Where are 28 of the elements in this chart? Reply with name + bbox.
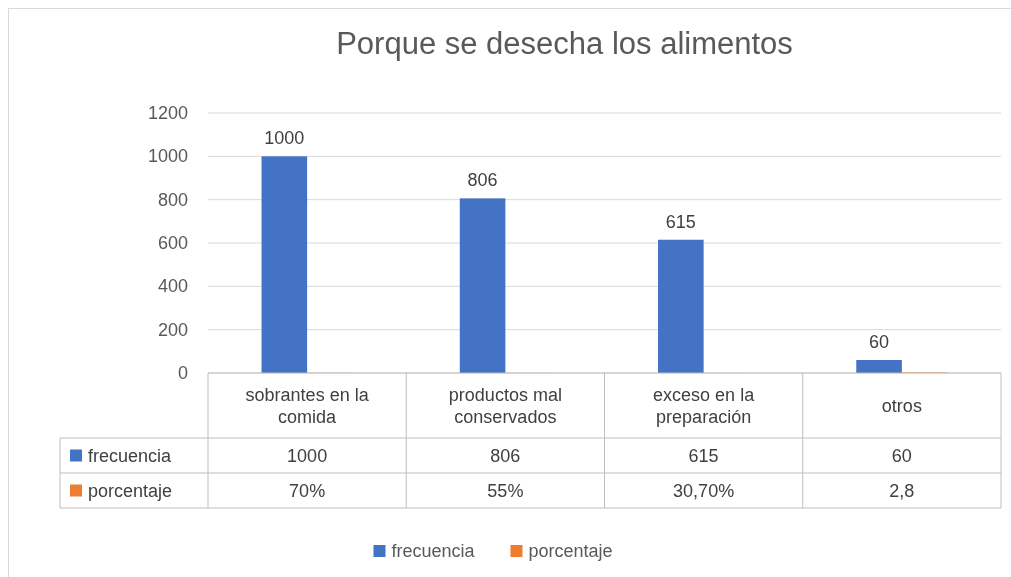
x-tick-label: exceso en la preparación (653, 384, 756, 427)
data-label: 60 (891, 445, 912, 466)
data-label: 2,8 (889, 480, 915, 501)
x-tick-label: productos mal conservados (448, 384, 562, 427)
data-label: 806 (490, 445, 521, 466)
y-tick-label: 0 (177, 363, 188, 383)
y-tick-label: 600 (157, 233, 188, 253)
chart-title: Porque se desecha los alimentos (336, 26, 793, 61)
text: 60 (869, 332, 890, 352)
x-tick-label: sobrantes en la comida (245, 384, 370, 427)
y-tick-label: 1200 (147, 103, 188, 123)
y-tick-label: 200 (157, 319, 188, 340)
text: porcentaje (88, 480, 173, 501)
legend-label: porcentaje (528, 541, 613, 561)
data-label: 70% (289, 480, 326, 501)
y-tick-label: 800 (157, 189, 188, 210)
data-label: 55% (487, 480, 524, 501)
data-label: 615 (688, 445, 719, 466)
y-tick-label: 1000 (147, 146, 188, 167)
y-tick-label: 400 (157, 276, 188, 297)
data-label: 30,70% (673, 480, 735, 501)
data-label: 1000 (287, 445, 328, 466)
text: frecuencia (391, 541, 475, 561)
text: 1000 (264, 128, 305, 149)
text: 806 (467, 170, 498, 191)
x-tick-label: otros (881, 395, 922, 416)
legend-label: frecuencia (88, 445, 173, 466)
text: 615 (665, 211, 696, 232)
